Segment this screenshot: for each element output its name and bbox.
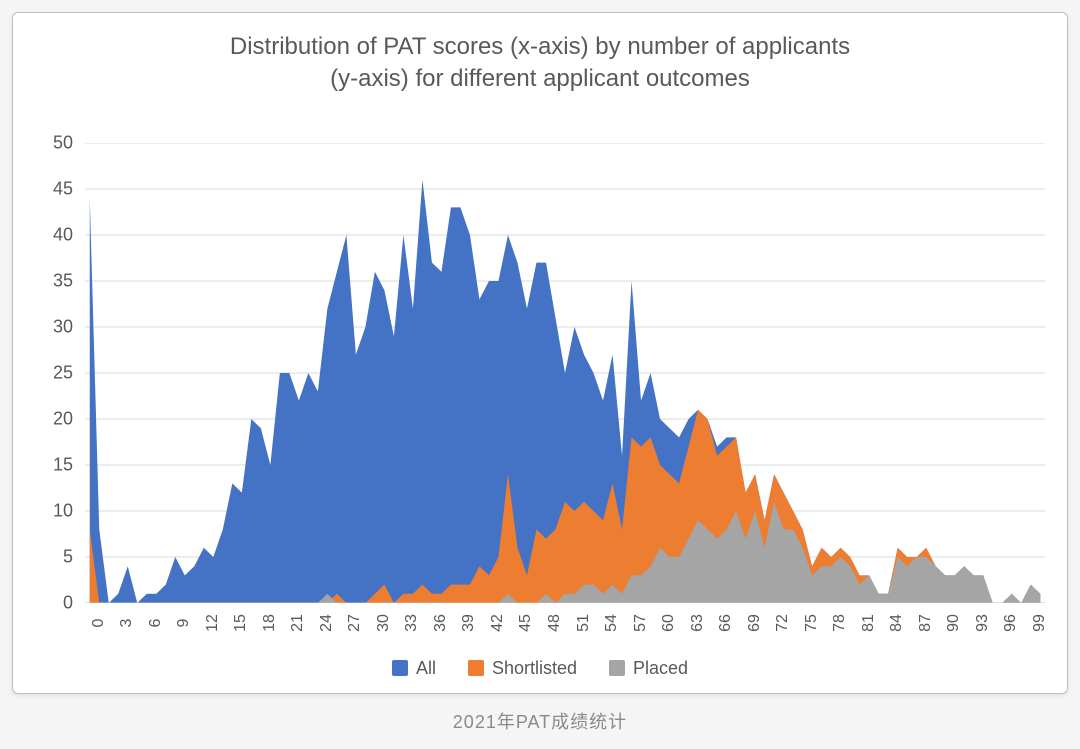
legend-swatch-icon [392, 660, 408, 676]
x-tick-label: 33 [403, 614, 421, 632]
x-tick-label: 27 [346, 614, 364, 632]
x-tick-label: 18 [261, 614, 279, 632]
legend-item-placed: Placed [609, 658, 688, 679]
x-tick-label: 0 [90, 619, 108, 628]
x-tick-label: 24 [318, 614, 336, 632]
legend-swatch-icon [609, 660, 625, 676]
x-tick-label: 48 [546, 614, 564, 632]
legend-item-all: All [392, 658, 436, 679]
legend-item-shortlisted: Shortlisted [468, 658, 577, 679]
x-tick-label: 51 [575, 614, 593, 632]
plot-area [85, 143, 1045, 603]
x-tick-label: 81 [860, 614, 878, 632]
y-tick-label: 35 [13, 271, 73, 292]
x-tick-label: 69 [746, 614, 764, 632]
y-tick-label: 40 [13, 225, 73, 246]
y-tick-label: 0 [13, 593, 73, 614]
x-tick-label: 93 [974, 614, 992, 632]
legend-swatch-icon [468, 660, 484, 676]
y-axis-tick-labels: 05101520253035404550 [13, 143, 85, 603]
legend-label: All [416, 658, 436, 679]
legend-label: Shortlisted [492, 658, 577, 679]
x-tick-label: 9 [175, 619, 193, 628]
x-tick-label: 57 [632, 614, 650, 632]
x-tick-label: 66 [717, 614, 735, 632]
x-tick-label: 6 [147, 619, 165, 628]
y-tick-label: 30 [13, 317, 73, 338]
y-tick-label: 25 [13, 363, 73, 384]
y-tick-label: 10 [13, 501, 73, 522]
chart-svg [85, 143, 1045, 603]
x-tick-label: 78 [831, 614, 849, 632]
x-tick-label: 3 [118, 619, 136, 628]
x-tick-label: 12 [204, 614, 222, 632]
x-tick-label: 87 [917, 614, 935, 632]
y-tick-label: 50 [13, 133, 73, 154]
x-tick-label: 72 [774, 614, 792, 632]
chart-title: Distribution of PAT scores (x-axis) by n… [13, 13, 1067, 104]
x-tick-label: 39 [460, 614, 478, 632]
x-tick-label: 96 [1002, 614, 1020, 632]
y-tick-label: 45 [13, 179, 73, 200]
x-tick-label: 63 [689, 614, 707, 632]
x-tick-label: 75 [803, 614, 821, 632]
legend-label: Placed [633, 658, 688, 679]
x-tick-label: 54 [603, 614, 621, 632]
x-tick-label: 30 [375, 614, 393, 632]
x-tick-label: 15 [232, 614, 250, 632]
chart-card: Distribution of PAT scores (x-axis) by n… [12, 12, 1068, 694]
x-tick-label: 60 [660, 614, 678, 632]
x-tick-label: 21 [289, 614, 307, 632]
y-tick-label: 15 [13, 455, 73, 476]
x-tick-label: 42 [489, 614, 507, 632]
y-tick-label: 5 [13, 547, 73, 568]
page-root: Distribution of PAT scores (x-axis) by n… [0, 0, 1080, 749]
legend: All Shortlisted Placed [13, 658, 1067, 682]
x-tick-label: 84 [888, 614, 906, 632]
y-tick-label: 20 [13, 409, 73, 430]
x-tick-label: 90 [945, 614, 963, 632]
x-tick-label: 99 [1031, 614, 1049, 632]
x-tick-label: 45 [517, 614, 535, 632]
x-axis-tick-labels: 0369121518212427303336394245485154576063… [85, 613, 1045, 653]
series-group [90, 180, 1040, 603]
caption: 2021年PAT成绩统计 [0, 708, 1080, 734]
x-tick-label: 36 [432, 614, 450, 632]
